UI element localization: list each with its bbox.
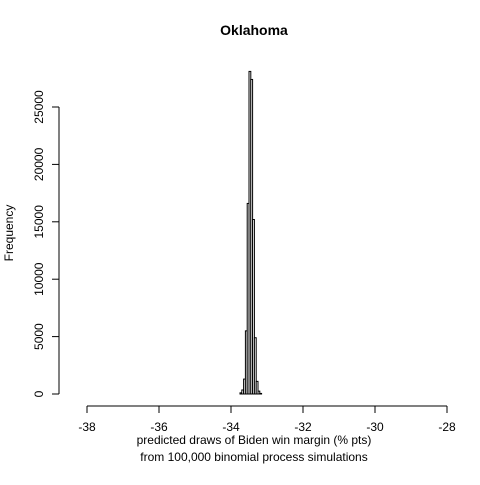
- x-tick-label: -30: [366, 420, 384, 434]
- x-axis-label: predicted draws of Biden win margin (% p…: [137, 433, 372, 447]
- x-tick-label: -34: [222, 420, 240, 434]
- y-tick-label: 0: [32, 390, 46, 397]
- x-tick-label: -38: [78, 420, 96, 434]
- y-tick-label: 5000: [32, 323, 46, 350]
- y-tick-label: 10000: [32, 262, 46, 296]
- histogram-bar: [255, 380, 259, 395]
- histogram-bars: [239, 70, 263, 395]
- x-tick-label: -28: [438, 420, 456, 434]
- y-tick-label: 15000: [32, 205, 46, 239]
- y-axis-label: Frequency: [2, 205, 16, 262]
- y-tick-label: 25000: [32, 90, 46, 124]
- x-axis-label-line2: from 100,000 binomial process simulation…: [140, 450, 367, 464]
- x-axis: -38 -36 -34 -32 -30 -28: [78, 405, 456, 434]
- y-axis: 0 5000 10000 15000 20000 25000: [32, 90, 60, 397]
- histogram-bar: [259, 392, 263, 395]
- chart-title: Oklahoma: [220, 22, 288, 38]
- histogram-bar: [253, 337, 257, 395]
- y-tick-label: 20000: [32, 147, 46, 181]
- x-tick-label: -36: [150, 420, 168, 434]
- histogram-bar: [257, 390, 261, 395]
- histogram-bar: [252, 219, 255, 395]
- x-tick-label: -32: [294, 420, 312, 434]
